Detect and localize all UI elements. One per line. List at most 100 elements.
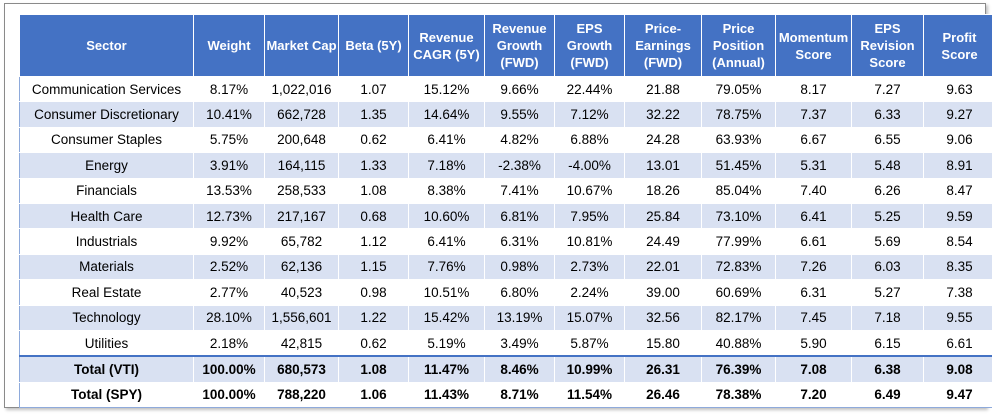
cell-weight: 8.17% [193, 75, 265, 103]
cell-sector: Industrials [19, 228, 194, 255]
cell-momentum-score: 7.40 [775, 177, 852, 204]
table-row: Energy 3.91% 164,115 1.33 7.18% -2.38% -4.00% 1… [19, 152, 992, 179]
cell-sector: Consumer Discretionary [19, 101, 194, 128]
cell-price-earnings: 13.01 [624, 152, 702, 179]
cell-price-position: 73.10% [701, 202, 776, 230]
table-row: Materials 2.52% 62,136 1.15 7.76% 0.98% 2.73% 2… [19, 253, 992, 281]
cell-profit-score: 9.59 [923, 202, 992, 230]
cell-revenue-cagr: 7.18% [408, 152, 485, 179]
cell-beta: 1.33 [338, 152, 409, 179]
cell-market-cap: 662,728 [264, 101, 339, 128]
table-row: Consumer Discretionary 10.41% 662,728 1.35 1… [19, 101, 992, 128]
total-row: Total (SPY) 100.00% 788,220 1.06 11.43% 8.71%… [19, 381, 992, 409]
cell-momentum-score: 7.37 [775, 101, 852, 128]
cell-revenue-growth: 13.19% [484, 304, 555, 331]
cell-eps-growth: 11.54% [554, 381, 625, 409]
cell-revenue-growth: 8.46% [484, 355, 555, 383]
cell-eps-revision-score: 6.33 [851, 101, 924, 128]
cell-revenue-cagr: 10.60% [408, 202, 485, 230]
table-row: Communication Services 8.17% 1,022,016 1.07… [19, 75, 992, 103]
table-row: Consumer Staples 5.75% 200,648 0.62 6.41% 4.8… [19, 126, 992, 154]
cell-eps-growth: -4.00% [554, 152, 625, 179]
cell-weight: 12.73% [193, 202, 265, 230]
cell-price-earnings: 21.88 [624, 75, 702, 103]
cell-revenue-cagr: 8.38% [408, 177, 485, 204]
cell-beta: 0.62 [338, 329, 409, 357]
cell-weight: 2.52% [193, 253, 265, 281]
cell-revenue-cagr: 15.42% [408, 304, 485, 331]
cell-eps-revision-score: 6.55 [851, 126, 924, 154]
cell-beta: 0.68 [338, 202, 409, 230]
cell-profit-score: 8.54 [923, 228, 992, 255]
cell-revenue-growth: 6.80% [484, 279, 555, 306]
cell-eps-revision-score: 6.38 [851, 355, 924, 383]
cell-momentum-score: 5.90 [775, 329, 852, 357]
cell-eps-revision-score: 7.18 [851, 304, 924, 331]
cell-sector: Total (SPY) [19, 381, 194, 409]
cell-eps-growth: 2.24% [554, 279, 625, 306]
table-body: Communication Services 8.17% 1,022,016 1.07… [19, 75, 992, 409]
cell-momentum-score: 6.41 [775, 202, 852, 230]
cell-momentum-score: 7.26 [775, 253, 852, 281]
cell-revenue-growth: 9.66% [484, 75, 555, 103]
cell-sector: Financials [19, 177, 194, 204]
cell-weight: 3.91% [193, 152, 265, 179]
cell-eps-growth: 2.73% [554, 253, 625, 281]
sector-metrics-table: Sector Weight Market Cap Beta (5Y) Reven… [19, 14, 992, 409]
cell-eps-revision-score: 7.27 [851, 75, 924, 103]
cell-profit-score: 8.35 [923, 253, 992, 281]
cell-sector: Utilities [19, 329, 194, 357]
cell-revenue-growth: 6.31% [484, 228, 555, 255]
cell-momentum-score: 6.31 [775, 279, 852, 306]
cell-momentum-score: 8.17 [775, 75, 852, 103]
cell-market-cap: 1,022,016 [264, 75, 339, 103]
header-weight: Weight [193, 14, 265, 77]
header-beta: Beta (5Y) [338, 14, 409, 77]
cell-market-cap: 62,136 [264, 253, 339, 281]
cell-price-earnings: 39.00 [624, 279, 702, 306]
header-revenue-growth: Revenue Growth (FWD) [484, 14, 555, 77]
cell-profit-score: 8.91 [923, 152, 992, 179]
table-frame: Sector Weight Market Cap Beta (5Y) Reven… [4, 3, 992, 409]
cell-weight: 100.00% [193, 381, 265, 409]
cell-sector: Communication Services [19, 75, 194, 103]
cell-profit-score: 9.55 [923, 304, 992, 331]
cell-beta: 1.08 [338, 177, 409, 204]
cell-beta: 0.62 [338, 126, 409, 154]
cell-price-position: 78.38% [701, 381, 776, 409]
cell-market-cap: 200,648 [264, 126, 339, 154]
table-row: Industrials 9.92% 65,782 1.12 6.41% 6.31% 10.8… [19, 228, 992, 255]
cell-price-earnings: 32.56 [624, 304, 702, 331]
cell-momentum-score: 6.61 [775, 228, 852, 255]
cell-revenue-growth: 3.49% [484, 329, 555, 357]
cell-revenue-growth: 0.98% [484, 253, 555, 281]
cell-market-cap: 40,523 [264, 279, 339, 306]
cell-profit-score: 9.63 [923, 75, 992, 103]
cell-sector: Health Care [19, 202, 194, 230]
cell-revenue-growth: 6.81% [484, 202, 555, 230]
cell-profit-score: 6.61 [923, 329, 992, 357]
cell-price-earnings: 24.28 [624, 126, 702, 154]
cell-price-earnings: 18.26 [624, 177, 702, 204]
cell-weight: 5.75% [193, 126, 265, 154]
table-row: Technology 28.10% 1,556,601 1.22 15.42% 13.19… [19, 304, 992, 331]
cell-weight: 13.53% [193, 177, 265, 204]
cell-price-position: 76.39% [701, 355, 776, 383]
header-row: Sector Weight Market Cap Beta (5Y) Reven… [19, 14, 992, 77]
cell-market-cap: 680,573 [264, 355, 339, 383]
cell-price-earnings: 15.80 [624, 329, 702, 357]
cell-eps-revision-score: 5.48 [851, 152, 924, 179]
cell-sector: Consumer Staples [19, 126, 194, 154]
cell-market-cap: 65,782 [264, 228, 339, 255]
cell-price-earnings: 24.49 [624, 228, 702, 255]
cell-profit-score: 9.06 [923, 126, 992, 154]
cell-profit-score: 9.27 [923, 101, 992, 128]
cell-momentum-score: 7.20 [775, 381, 852, 409]
cell-sector: Energy [19, 152, 194, 179]
cell-market-cap: 1,556,601 [264, 304, 339, 331]
cell-revenue-cagr: 11.47% [408, 355, 485, 383]
total-row: Total (VTI) 100.00% 680,573 1.08 11.47% 8.46%… [19, 355, 992, 383]
cell-sector: Technology [19, 304, 194, 331]
cell-weight: 100.00% [193, 355, 265, 383]
cell-eps-growth: 22.44% [554, 75, 625, 103]
